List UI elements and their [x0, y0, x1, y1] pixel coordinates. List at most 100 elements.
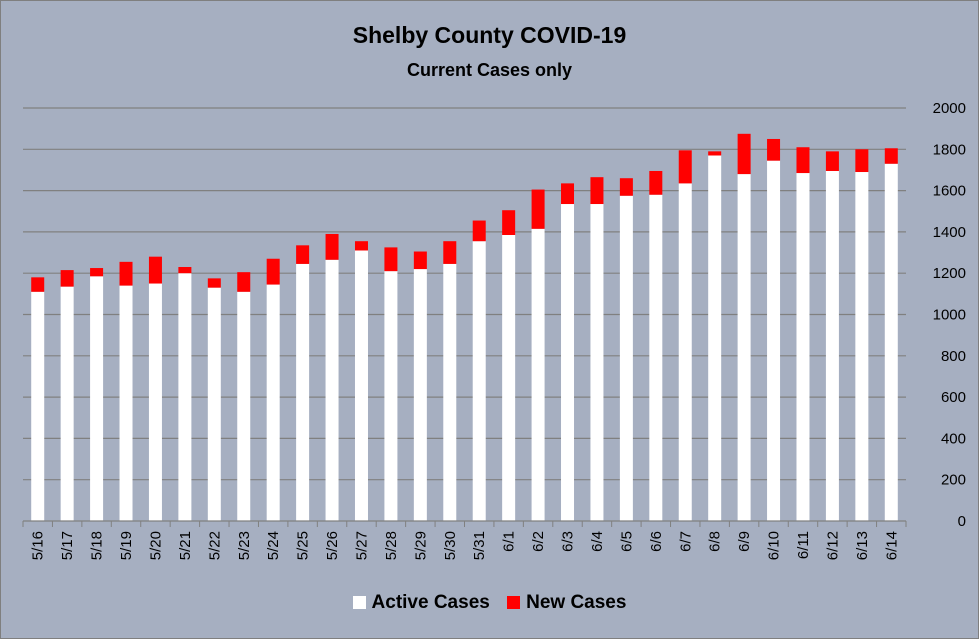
x-tick-label: 5/16 — [30, 531, 47, 560]
x-tick-label: 5/25 — [295, 531, 312, 560]
y-tick-label: 1000 — [933, 307, 966, 324]
active-cases-bar-6-9 — [737, 174, 751, 521]
y-tick-label: 1200 — [933, 265, 966, 282]
legend-label-new: New Cases — [526, 592, 627, 613]
new-cases-bar-6-9 — [737, 133, 751, 175]
x-tick-label: 6/3 — [560, 531, 577, 552]
x-tick-label: 6/4 — [589, 531, 606, 552]
x-tick-label: 5/18 — [89, 531, 106, 560]
x-tick-label: 6/13 — [854, 531, 871, 560]
active-cases-bar-6-5 — [619, 195, 633, 521]
new-cases-bar-5-16 — [31, 277, 45, 292]
x-tick-label: 6/7 — [677, 531, 694, 552]
new-cases-bar-5-21 — [178, 267, 192, 274]
x-tick-label: 5/22 — [206, 531, 223, 560]
active-cases-bar-5-21 — [178, 273, 192, 521]
y-tick-label: 1400 — [933, 224, 966, 241]
active-cases-bar-6-10 — [767, 160, 781, 521]
active-cases-bar-5-22 — [207, 287, 221, 521]
x-tick-label: 6/11 — [795, 531, 812, 559]
x-tick-label: 5/28 — [383, 531, 400, 560]
new-cases-bar-5-22 — [207, 278, 221, 288]
active-cases-bar-6-14 — [884, 163, 898, 521]
new-cases-bar-6-8 — [708, 151, 722, 156]
new-cases-bar-5-28 — [384, 247, 398, 272]
new-cases-bar-6-2 — [531, 189, 545, 229]
new-cases-bar-5-30 — [443, 241, 457, 264]
active-cases-bar-5-20 — [148, 283, 162, 521]
new-cases-bar-6-5 — [619, 178, 633, 196]
active-cases-bar-5-23 — [237, 291, 251, 521]
active-cases-bar-5-31 — [472, 241, 486, 521]
active-cases-bar-6-6 — [649, 194, 663, 522]
new-cases-bar-6-7 — [678, 150, 692, 184]
active-cases-bar-5-16 — [31, 291, 45, 521]
new-cases-bar-5-29 — [413, 251, 427, 270]
active-cases-bar-6-1 — [502, 234, 516, 521]
x-tick-label: 6/10 — [766, 531, 783, 560]
active-cases-bar-5-26 — [325, 259, 339, 521]
x-tick-label: 6/8 — [707, 531, 724, 552]
y-tick-label: 400 — [941, 430, 966, 447]
x-tick-label: 5/30 — [442, 531, 459, 560]
new-cases-bar-5-17 — [60, 270, 74, 287]
active-cases-bar-6-4 — [590, 204, 604, 521]
new-cases-bar-6-10 — [767, 138, 781, 161]
new-cases-bar-5-18 — [90, 268, 104, 277]
new-cases-bar-6-11 — [796, 147, 810, 174]
new-cases-bar-6-4 — [590, 177, 604, 205]
x-tick-label: 6/9 — [736, 531, 753, 552]
x-tick-label: 6/1 — [501, 531, 518, 552]
active-cases-bar-6-11 — [796, 173, 810, 522]
new-cases-bar-6-14 — [884, 148, 898, 164]
x-tick-label: 5/31 — [471, 531, 488, 560]
new-cases-bar-6-3 — [561, 183, 575, 205]
active-cases-bar-6-13 — [855, 172, 869, 521]
y-tick-label: 600 — [941, 389, 966, 406]
x-tick-label: 6/12 — [824, 531, 841, 560]
active-cases-bar-5-17 — [60, 286, 74, 521]
x-tick-label: 5/24 — [265, 531, 282, 560]
y-tick-label: 1600 — [933, 183, 966, 200]
new-cases-bar-5-27 — [354, 241, 368, 251]
active-cases-bar-6-2 — [531, 228, 545, 522]
x-tick-label: 5/27 — [353, 531, 370, 560]
active-cases-bar-5-25 — [296, 263, 310, 521]
active-cases-bar-6-8 — [708, 155, 722, 521]
new-cases-bar-5-25 — [296, 245, 310, 264]
x-tick-label: 5/21 — [177, 531, 194, 560]
active-cases-bar-5-19 — [119, 285, 133, 521]
new-cases-bar-5-26 — [325, 233, 339, 260]
x-tick-label: 5/26 — [324, 531, 341, 560]
y-tick-label: 2000 — [933, 100, 966, 117]
new-cases-bar-5-20 — [148, 256, 162, 284]
y-tick-label: 0 — [958, 513, 966, 530]
new-cases-bar-6-12 — [825, 151, 839, 171]
active-cases-bar-5-30 — [443, 263, 457, 521]
chart-title: Shelby County COVID-19 — [352, 22, 627, 48]
new-cases-bar-5-23 — [237, 272, 251, 292]
new-cases-bar-5-31 — [472, 220, 486, 242]
chart-legend: Active Cases New Cases — [0, 592, 979, 614]
x-tick-label: 5/29 — [412, 531, 429, 560]
y-tick-label: 200 — [941, 472, 966, 489]
x-tick-label: 5/19 — [118, 531, 135, 560]
x-tick-label: 5/17 — [59, 531, 76, 560]
legend-item-active: Active Cases — [352, 592, 490, 614]
new-cases-bar-6-1 — [502, 210, 516, 235]
y-tick-label: 1800 — [933, 141, 966, 158]
active-cases-bar-5-28 — [384, 271, 398, 521]
new-cases-bar-5-24 — [266, 258, 280, 285]
active-cases-bar-6-3 — [561, 204, 575, 521]
x-tick-label: 5/23 — [236, 531, 253, 560]
x-tick-label: 6/6 — [648, 531, 665, 552]
chart-subtitle: Current Cases only — [406, 60, 573, 80]
active-cases-bar-5-18 — [90, 276, 104, 521]
y-tick-label: 800 — [941, 348, 966, 365]
legend-label-active: Active Cases — [371, 592, 490, 613]
legend-swatch-new — [507, 596, 521, 609]
legend-swatch-active — [352, 596, 366, 609]
new-cases-bar-5-19 — [119, 261, 133, 286]
active-cases-bar-6-7 — [678, 183, 692, 521]
